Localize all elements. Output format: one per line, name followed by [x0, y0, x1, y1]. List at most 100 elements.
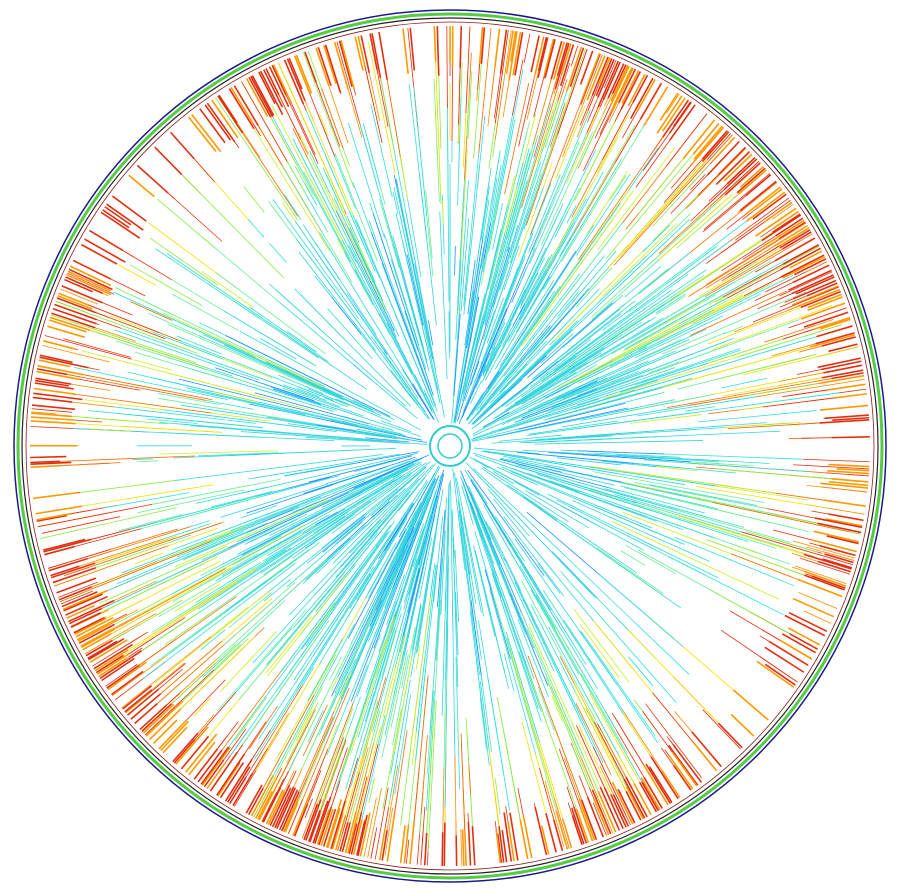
ray — [399, 155, 409, 201]
ray — [335, 398, 392, 423]
outer-ray — [819, 545, 856, 557]
outer-ray — [782, 244, 820, 265]
ray — [474, 549, 506, 673]
outer-ray — [795, 276, 835, 295]
ray — [568, 473, 615, 486]
ray — [548, 452, 662, 461]
ray — [292, 501, 319, 513]
outer-ray — [180, 735, 210, 770]
outer-ray — [386, 813, 396, 862]
outer-ray — [807, 293, 842, 309]
ray — [241, 491, 363, 556]
ray — [509, 162, 541, 259]
outer-ray — [744, 186, 782, 216]
ray — [223, 582, 296, 646]
outer-ray — [175, 726, 209, 765]
ray — [503, 516, 565, 597]
ray — [502, 247, 547, 338]
outer-ray — [61, 591, 98, 608]
ray — [121, 539, 207, 574]
ray — [382, 708, 402, 810]
ray — [639, 274, 794, 353]
outer-ray — [262, 787, 282, 823]
ray — [528, 420, 620, 435]
ray — [674, 536, 795, 587]
ray — [512, 303, 525, 327]
outer-ray — [789, 250, 823, 269]
outer-ray — [271, 787, 292, 828]
ray — [433, 78, 438, 155]
ray — [314, 745, 338, 805]
ray — [492, 575, 542, 722]
outer-ray — [312, 800, 329, 844]
ray — [112, 655, 167, 697]
outer-ray — [575, 808, 590, 843]
ray — [306, 106, 344, 192]
ray — [93, 462, 121, 465]
ray — [415, 645, 421, 670]
outer-ray — [378, 829, 386, 861]
ray — [50, 371, 206, 401]
ray — [467, 290, 556, 421]
outer-ray — [494, 28, 501, 68]
ray — [521, 580, 608, 743]
outer-ray — [459, 26, 463, 68]
outer-ray — [347, 816, 358, 854]
outer-ray — [106, 203, 144, 231]
outer-ray — [625, 791, 642, 821]
ray — [542, 590, 631, 725]
ray — [501, 256, 550, 347]
ray — [103, 563, 204, 612]
outer-ray — [509, 812, 519, 861]
outer-ray — [668, 755, 694, 790]
ray — [517, 256, 647, 381]
ray — [668, 491, 777, 516]
ray — [254, 695, 315, 804]
ray — [564, 281, 736, 381]
outer-ray — [149, 708, 182, 741]
ray — [287, 423, 398, 440]
outer-ray — [508, 31, 518, 81]
ray — [622, 316, 687, 352]
ray — [491, 569, 542, 712]
ray — [350, 613, 402, 788]
outer-ray — [245, 784, 263, 814]
ray — [224, 580, 268, 612]
ray — [540, 109, 591, 229]
outer-ray — [265, 68, 280, 96]
ray — [245, 481, 356, 523]
ray — [249, 122, 330, 252]
outer-ray — [756, 660, 795, 688]
outer-ray — [78, 623, 115, 644]
ray — [342, 240, 434, 414]
ray — [518, 247, 536, 286]
ray — [518, 651, 539, 710]
ray — [666, 113, 708, 167]
ray — [370, 832, 377, 859]
outer-ray — [578, 798, 596, 841]
ray — [611, 488, 705, 514]
ray — [570, 45, 579, 67]
ray — [551, 625, 562, 644]
ray — [634, 482, 768, 510]
ray — [544, 781, 565, 847]
outer-ray — [250, 775, 275, 817]
ray — [411, 611, 420, 651]
ray — [739, 325, 840, 357]
ray — [806, 261, 828, 273]
ray — [408, 314, 417, 339]
ray — [516, 317, 664, 407]
ray — [562, 350, 676, 400]
ray — [445, 482, 450, 681]
ray — [354, 459, 400, 472]
ray — [504, 158, 532, 252]
ray — [114, 568, 257, 659]
ray — [425, 690, 435, 812]
outer-ray — [258, 780, 280, 821]
ray — [292, 541, 316, 559]
ray — [568, 203, 621, 277]
outer-ray — [34, 382, 74, 390]
outer-ray — [295, 54, 313, 94]
outer-ray — [402, 28, 409, 74]
outer-ray — [265, 789, 284, 825]
